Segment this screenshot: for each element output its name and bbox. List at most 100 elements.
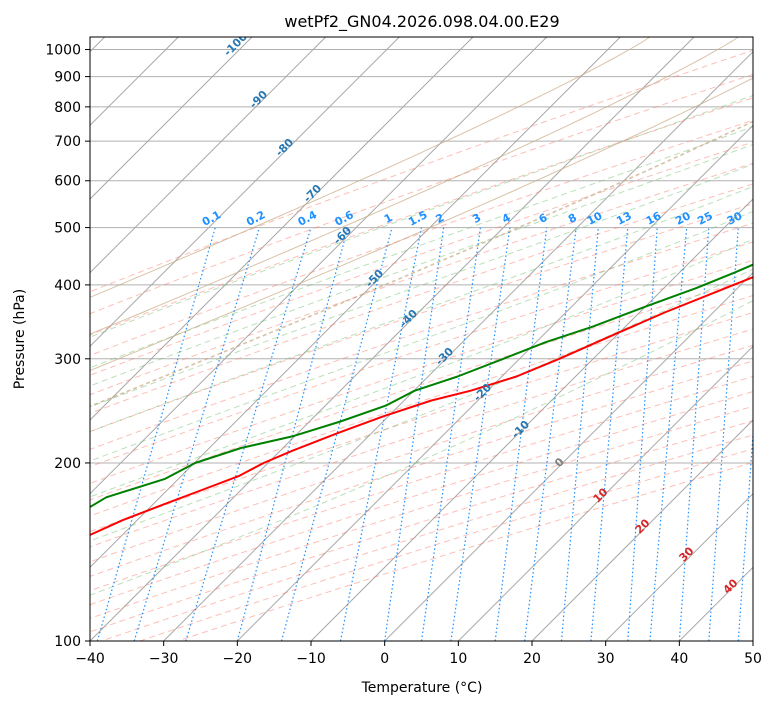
- isotherm-40: [678, 566, 753, 641]
- mixing-ratio-line: [384, 227, 445, 641]
- mixing-ratio-line: [737, 425, 753, 641]
- profile-temperature: [90, 276, 753, 537]
- mixing-ratio-label: 20: [673, 209, 693, 228]
- y-tick-label: 1000: [45, 43, 81, 59]
- dry-adiabat: [90, 294, 753, 517]
- isotherm-label: -70: [301, 182, 324, 205]
- isotherm--10: [310, 198, 753, 641]
- mixing-ratio-label: 30: [725, 209, 745, 228]
- y-tick-label: 400: [54, 278, 81, 294]
- y-tick-label: 100: [54, 634, 81, 650]
- moist-adiabat: [90, 94, 753, 338]
- plot-frame: [89, 36, 754, 642]
- isotherm--40: [90, 37, 695, 641]
- axes-layer: −40 −30 −20 −10 0 10 20 30 40 5010020030040050060…: [45, 43, 762, 667]
- dry-adiabat: [90, 391, 753, 606]
- x-tick-label: −10: [296, 651, 326, 667]
- mixing-ratio-label: 16: [644, 209, 664, 228]
- moist-adiabat: [90, 163, 753, 408]
- dry-adiabat: [90, 97, 753, 336]
- x-tick-label: 0: [380, 651, 389, 667]
- line-labels-layer: 0.1 0.2 0.4 0.6 1 1.5 2 3 4 6 8 10 13 16 20 25 30 36-100-…: [200, 30, 745, 597]
- isotherm-20: [531, 419, 753, 641]
- moist-adiabat: [90, 268, 753, 542]
- isotherm-label: -40: [397, 307, 420, 330]
- mixing-ratio-line: [420, 227, 482, 641]
- cape-label: 10: [591, 485, 611, 505]
- dry-adiabat: [90, 277, 753, 501]
- profile-dewpoint: [90, 263, 753, 509]
- mixing-ratio-line: [649, 227, 688, 641]
- dry-adiabat: [90, 375, 753, 592]
- x-tick-label: 10: [449, 651, 467, 667]
- x-tick-label: −30: [149, 651, 179, 667]
- mixing-ratio-label: 4: [500, 211, 513, 226]
- isotherm-label: -10: [509, 418, 532, 441]
- isotherm-label: -100: [221, 30, 250, 59]
- dry-adiabat: [90, 222, 753, 450]
- isotherm--20: [236, 124, 753, 641]
- isotherm-0: [384, 271, 753, 641]
- y-tick-label: 900: [54, 70, 81, 86]
- dry-adiabat: [90, 203, 753, 433]
- isotherm-label: -30: [433, 345, 456, 368]
- y-tick-label: 500: [54, 221, 81, 237]
- moist-adiabat: [90, 300, 753, 596]
- cape-label: 40: [721, 576, 741, 596]
- dry-adiabat: [90, 119, 753, 356]
- mixing-ratio-label: 10: [585, 209, 605, 228]
- y-tick-label: 800: [54, 100, 81, 116]
- dry-adiabat: [90, 162, 753, 396]
- dry-adiabat: [90, 328, 753, 548]
- mixing-ratio-line: [280, 227, 393, 641]
- mixing-ratio-label: 8: [566, 211, 579, 226]
- isotherm--100: [90, 37, 253, 200]
- isotherm--70: [90, 37, 474, 421]
- mixing-ratio-line: [494, 227, 548, 641]
- moist-adiabat: [90, 126, 753, 369]
- y-tick-label: 200: [54, 456, 81, 472]
- y-tick-label: 300: [54, 352, 81, 368]
- mixing-ratio-label: 13: [614, 209, 634, 228]
- dry-adiabat: [90, 241, 753, 468]
- mixing-ratio-label: 0.1: [200, 208, 223, 229]
- dry-adiabat: [90, 141, 753, 376]
- reference-arc: [90, 77, 753, 372]
- dry-adiabat: [90, 344, 753, 563]
- moist-adiabat: [90, 238, 753, 498]
- x-tick-label: 30: [597, 651, 615, 667]
- reference-arc: [90, 37, 651, 298]
- mixing-ratio-line: [590, 227, 629, 641]
- isotherm-label: -50: [363, 267, 386, 290]
- mixing-ratio-line: [524, 227, 577, 641]
- mixing-ratio-line: [450, 227, 511, 641]
- isotherm-label: -90: [247, 88, 270, 111]
- mixing-ratio-label: 0.2: [244, 208, 267, 229]
- dry-adiabat: [90, 49, 753, 293]
- cape-label: 0: [552, 455, 567, 470]
- reference-arc: [90, 37, 739, 335]
- cape-label: 30: [677, 544, 697, 564]
- mixing-ratio-line: [96, 227, 216, 641]
- series-layer: [90, 263, 753, 537]
- x-axis-label: Temperature (°C): [361, 680, 483, 696]
- x-tick-label: 50: [744, 651, 762, 667]
- dry-adiabat: [90, 259, 753, 485]
- cape-label: 20: [633, 516, 653, 536]
- isotherm--90: [90, 37, 327, 274]
- dry-adiabat: [101, 434, 753, 641]
- mixing-ratio-label: 25: [695, 209, 715, 228]
- isotherm-30: [605, 492, 753, 641]
- isotherm-50: [752, 640, 753, 641]
- y-axis-label: Pressure (hPa): [12, 289, 28, 389]
- dry-adiabat: [90, 311, 753, 533]
- y-tick-label: 600: [54, 174, 81, 190]
- x-tick-label: −20: [223, 651, 253, 667]
- grid-layer: [90, 37, 753, 641]
- x-tick-label: 20: [523, 651, 541, 667]
- chart-title: wetPf2_GN04.2026.098.04.00.E29: [284, 12, 559, 32]
- moist-adiabat: [90, 143, 753, 387]
- x-tick-label: −40: [75, 651, 105, 667]
- moist-adiabat: [90, 185, 753, 433]
